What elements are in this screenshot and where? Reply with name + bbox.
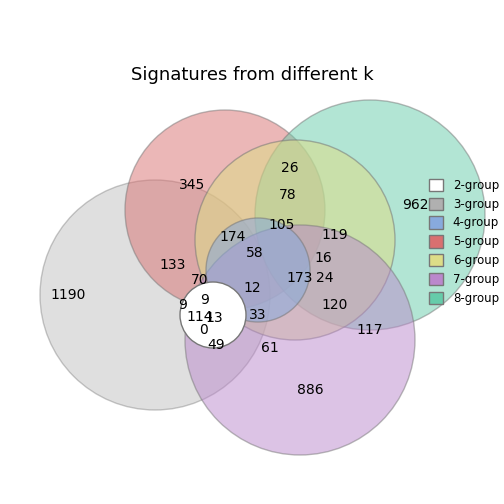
Text: 13: 13 — [205, 311, 223, 325]
Text: 133: 133 — [160, 258, 186, 272]
Text: 58: 58 — [246, 246, 264, 260]
Text: 9: 9 — [178, 298, 187, 312]
Text: 16: 16 — [314, 251, 332, 265]
Circle shape — [40, 180, 270, 410]
Text: 117: 117 — [357, 323, 383, 337]
Circle shape — [206, 218, 310, 322]
Text: 49: 49 — [207, 338, 225, 352]
Text: 886: 886 — [297, 383, 323, 397]
Circle shape — [125, 110, 325, 310]
Text: 0: 0 — [199, 323, 207, 337]
Legend: 2-group, 3-group, 4-group, 5-group, 6-group, 7-group, 8-group: 2-group, 3-group, 4-group, 5-group, 6-gr… — [429, 178, 499, 305]
Circle shape — [255, 100, 485, 330]
Text: Signatures from different k: Signatures from different k — [131, 66, 373, 84]
Text: 962: 962 — [402, 198, 428, 212]
Text: 105: 105 — [269, 218, 295, 232]
Text: 345: 345 — [179, 178, 205, 192]
Text: 114: 114 — [187, 310, 213, 324]
Text: 173: 173 — [287, 271, 313, 285]
Circle shape — [195, 140, 395, 340]
Text: 33: 33 — [249, 308, 267, 322]
Text: 119: 119 — [322, 228, 348, 242]
Text: 70: 70 — [191, 273, 209, 287]
Text: 78: 78 — [279, 188, 297, 202]
Text: 9: 9 — [201, 293, 210, 307]
Text: 1190: 1190 — [50, 288, 86, 302]
Text: 61: 61 — [261, 341, 279, 355]
Text: 120: 120 — [322, 298, 348, 312]
Text: 26: 26 — [281, 161, 299, 175]
Circle shape — [180, 282, 246, 348]
Text: 24: 24 — [316, 271, 334, 285]
Circle shape — [185, 225, 415, 455]
Text: 174: 174 — [220, 230, 246, 244]
Text: 12: 12 — [243, 281, 261, 295]
